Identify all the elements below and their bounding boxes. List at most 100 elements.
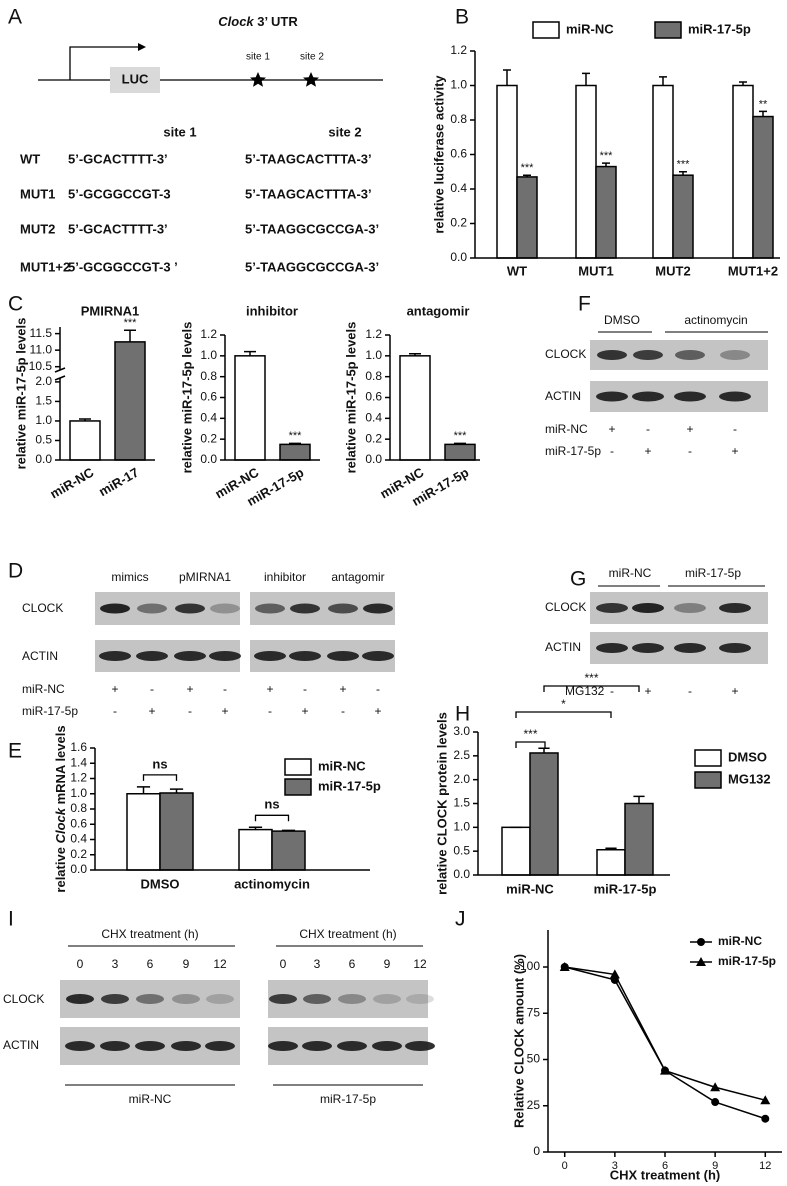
condition-sign: - (610, 684, 614, 698)
sequence: 5’-GCGGCCGT-3 ’ (68, 259, 178, 274)
condition-sign: + (148, 704, 155, 718)
bar (399, 355, 431, 461)
marker (711, 1098, 720, 1107)
x-tick-label: miR-NC (506, 881, 554, 896)
condition-sign: + (644, 444, 651, 458)
y-tick-label: 25 (527, 1098, 541, 1112)
y-tick-label: 0.5 (35, 433, 52, 447)
blot-band (136, 651, 168, 661)
marker (760, 1095, 771, 1105)
group-label: pMIRNA1 (179, 570, 231, 584)
x-tick-label: MUT2 (655, 263, 690, 278)
sequence: 5’-TAAGGCGCCGA-3’ (245, 259, 379, 274)
construct-name: MUT1 (20, 186, 55, 201)
panel-letter: A (8, 6, 22, 29)
sequence: 5’-GCACTTTT-3’ (68, 221, 168, 236)
y-tick-label: 0.6 (70, 816, 87, 830)
marker (660, 1065, 670, 1075)
condition-sign: - (150, 682, 154, 696)
y-tick-label: 0.0 (450, 250, 467, 264)
y-tick-label: 1.0 (453, 820, 470, 834)
y-tick-label: 11.0 (30, 342, 53, 356)
luc-label: LUC (122, 71, 149, 86)
blot-band (328, 603, 358, 614)
bar (752, 115, 774, 259)
y-tick-label: 1.0 (200, 348, 217, 362)
legend-label: DMSO (728, 749, 767, 764)
error-bar (739, 81, 747, 86)
y-tick-label: 0.2 (365, 431, 382, 445)
y-tick-label: 11.5 (30, 326, 53, 340)
error-bar (759, 110, 767, 117)
condition-sign: - (688, 444, 692, 458)
y-tick-label: 0.4 (70, 832, 87, 846)
bar (516, 176, 538, 259)
legend-label: miR-NC (318, 758, 366, 773)
blot-band (337, 1041, 367, 1051)
construct-name: MUT1+2 (20, 259, 70, 274)
y-tick-label: 0.2 (200, 431, 217, 445)
x-tick-label: 6 (662, 1160, 668, 1172)
y-axis-label-part: Clock (53, 807, 68, 843)
y-tick-label: 1.4 (70, 755, 87, 769)
x-tick-label: 9 (712, 1160, 718, 1172)
site-star (303, 72, 319, 87)
condition-label: miR-NC (22, 682, 65, 696)
blot-band (373, 994, 401, 1004)
blot-band (172, 994, 200, 1004)
bar (596, 848, 626, 876)
y-tick-label: 0.8 (200, 369, 217, 383)
blot-band (719, 391, 751, 402)
condition-sign: + (608, 422, 615, 436)
condition-sign: - (610, 444, 614, 458)
bar (69, 420, 101, 461)
bar (271, 830, 306, 871)
error-bar (281, 829, 296, 832)
time-label: 3 (314, 957, 321, 971)
gene-name: Clock (218, 14, 254, 29)
y-tick-label: 1.5 (35, 394, 52, 408)
blot-band (632, 643, 664, 653)
marker (710, 1082, 721, 1092)
y-tick-label: 2.0 (453, 772, 470, 786)
time-label: 9 (384, 957, 391, 971)
promoter-arrow (69, 46, 138, 80)
legend-swatch (694, 749, 722, 767)
error-bar (409, 353, 421, 356)
bar (595, 165, 617, 259)
row-label: CLOCK (545, 600, 586, 614)
error-bar (244, 350, 256, 356)
blot-band (174, 651, 206, 661)
y-tick-label: 1.2 (365, 327, 382, 341)
luc-box (110, 67, 160, 93)
blot-band (209, 651, 241, 661)
y-tick-label: 1.0 (365, 348, 382, 362)
blot-band (596, 391, 628, 402)
sequence: 5’-GCACTTTT-3’ (68, 151, 168, 166)
significance: *** (677, 159, 691, 171)
blot-band (405, 1041, 435, 1051)
region-name: 3’ UTR (257, 14, 298, 29)
y-axis-label: relative CLOCK protein levels (434, 712, 449, 895)
bar (444, 443, 476, 461)
legend-label: miR-17-5p (718, 954, 776, 968)
row-label: CLOCK (22, 601, 63, 615)
blot-band (372, 1041, 402, 1051)
condition-sign: + (686, 422, 693, 436)
blot-band (719, 643, 751, 653)
significance: ns (152, 756, 167, 771)
bar (114, 341, 146, 461)
construct-name: WT (20, 151, 40, 166)
group-label: mimics (111, 570, 148, 584)
site-label: site 2 (300, 52, 324, 63)
blot-band (362, 651, 394, 661)
legend-swatch (532, 21, 560, 39)
y-tick-label: 0.8 (70, 801, 87, 815)
y-tick-label: 0.6 (200, 390, 217, 404)
blot-band (290, 603, 320, 614)
condition-sign: + (301, 704, 308, 718)
condition-sign: - (646, 422, 650, 436)
panel-letter: F (578, 293, 591, 316)
significance: *** (584, 671, 598, 685)
condition-sign: - (268, 704, 272, 718)
